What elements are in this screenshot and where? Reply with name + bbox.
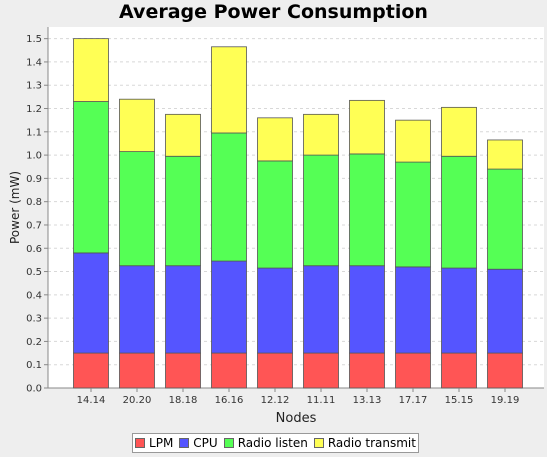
y-tick-label: 0.1 bbox=[26, 360, 42, 371]
bar-segment bbox=[73, 252, 109, 354]
y-tick-label: 1.1 bbox=[26, 127, 42, 138]
bar-segment bbox=[441, 352, 477, 389]
bar-segment bbox=[303, 154, 339, 267]
legend-label: CPU bbox=[193, 436, 218, 450]
x-tick-label: 12.12 bbox=[261, 395, 290, 406]
bar-segment bbox=[257, 117, 293, 162]
bar-segment bbox=[119, 151, 155, 267]
bar-segment bbox=[211, 352, 247, 389]
bar-segment bbox=[257, 160, 293, 269]
bar-segment bbox=[165, 352, 201, 389]
bar-segment bbox=[303, 265, 339, 354]
bar-segment bbox=[119, 98, 155, 153]
legend-item: LPM bbox=[135, 436, 173, 450]
bar-segment bbox=[165, 155, 201, 267]
bar-segment bbox=[441, 155, 477, 269]
bar-segment bbox=[257, 267, 293, 354]
x-tick-label: 14.14 bbox=[77, 395, 106, 406]
legend-swatch bbox=[313, 438, 324, 448]
y-tick-label: 0.6 bbox=[26, 244, 42, 255]
bar-segment bbox=[487, 268, 523, 354]
y-tick-label: 0.9 bbox=[26, 174, 42, 185]
bar-segment bbox=[441, 267, 477, 354]
bar-segment bbox=[303, 113, 339, 156]
x-tick-label: 17.17 bbox=[399, 395, 428, 406]
bar-segment bbox=[349, 99, 385, 155]
bar-segment bbox=[441, 106, 477, 157]
x-tick-label: 18.18 bbox=[169, 395, 198, 406]
y-tick-label: 1.3 bbox=[26, 81, 42, 92]
x-tick-label: 13.13 bbox=[353, 395, 382, 406]
legend: LPM CPU Radio listen Radio transmit bbox=[132, 433, 419, 453]
bar-segment bbox=[119, 352, 155, 389]
y-tick-label: 0.3 bbox=[26, 314, 42, 325]
bar-segment bbox=[349, 265, 385, 354]
bar-segment bbox=[73, 38, 109, 102]
legend-swatch bbox=[223, 438, 234, 448]
bar-segment bbox=[487, 139, 523, 170]
x-tick-label: 11.11 bbox=[307, 395, 336, 406]
x-axis-label: Nodes bbox=[276, 411, 317, 426]
legend-label: LPM bbox=[149, 436, 174, 450]
y-tick-label: 0.0 bbox=[26, 384, 42, 395]
bar-segment bbox=[119, 265, 155, 354]
y-tick-label: 0.2 bbox=[26, 337, 42, 348]
bar-segment bbox=[165, 265, 201, 354]
legend-label: Radio listen bbox=[237, 436, 308, 450]
legend-label: Radio transmit bbox=[327, 436, 416, 450]
legend-swatch bbox=[135, 438, 146, 448]
bar-segment bbox=[395, 119, 431, 163]
x-tick-label: 20.20 bbox=[123, 395, 152, 406]
bar-segment bbox=[211, 260, 247, 354]
bar-segment bbox=[349, 352, 385, 389]
legend-item: Radio transmit bbox=[313, 436, 416, 450]
y-tick-label: 0.5 bbox=[26, 267, 42, 278]
bar-segment bbox=[211, 132, 247, 262]
x-tick-label: 19.19 bbox=[491, 395, 520, 406]
bar-segment bbox=[211, 46, 247, 134]
legend-swatch bbox=[179, 438, 190, 448]
y-tick-label: 1.0 bbox=[26, 151, 42, 162]
bar-segment bbox=[395, 161, 431, 268]
y-tick-label: 1.2 bbox=[26, 104, 42, 115]
y-tick-label: 1.5 bbox=[26, 34, 42, 45]
bar-segment bbox=[349, 153, 385, 267]
bar-segment bbox=[487, 168, 523, 270]
y-tick-label: 1.4 bbox=[26, 57, 42, 68]
legend-item: CPU bbox=[179, 436, 218, 450]
bar-segment bbox=[395, 352, 431, 389]
y-tick-label: 0.7 bbox=[26, 220, 42, 231]
y-tick-label: 0.4 bbox=[26, 290, 42, 301]
bar-segment bbox=[395, 266, 431, 354]
bar-segment bbox=[165, 113, 201, 157]
chart-title: Average Power Consumption bbox=[119, 1, 428, 23]
x-tick-label: 16.16 bbox=[215, 395, 244, 406]
legend-item: Radio listen bbox=[223, 436, 308, 450]
bar-segment bbox=[303, 352, 339, 389]
bar-segment bbox=[73, 101, 109, 254]
y-axis-label: Power (mW) bbox=[8, 171, 22, 244]
bar-segment bbox=[257, 352, 293, 389]
bar-segment bbox=[487, 352, 523, 389]
x-tick-label: 15.15 bbox=[445, 395, 474, 406]
y-tick-label: 0.8 bbox=[26, 197, 42, 208]
bar-segment bbox=[73, 352, 109, 389]
